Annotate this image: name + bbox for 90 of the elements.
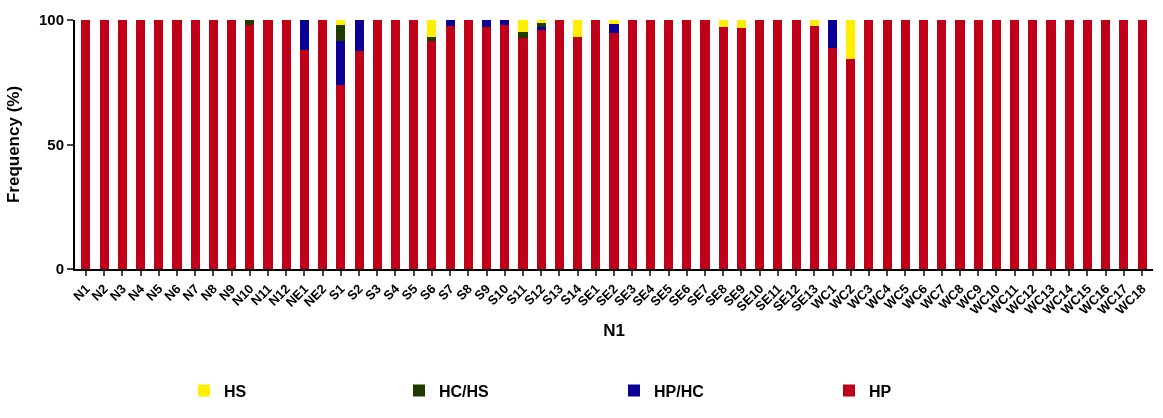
bar <box>117 20 127 269</box>
bar <box>1028 20 1038 269</box>
legend-label: HP <box>869 382 892 400</box>
bar <box>882 20 892 269</box>
bar <box>409 20 419 269</box>
bar <box>609 33 619 269</box>
legend-label: HP/HC <box>654 382 705 400</box>
bar <box>354 51 364 269</box>
bar <box>1137 20 1147 269</box>
bar <box>736 20 747 29</box>
bar <box>809 20 819 27</box>
bar <box>536 30 546 269</box>
bar <box>1101 20 1111 269</box>
bar <box>299 20 309 50</box>
bar <box>573 20 583 38</box>
bar <box>609 24 619 34</box>
bar <box>664 20 674 269</box>
bar <box>682 20 692 269</box>
bar <box>554 20 564 269</box>
bar <box>627 20 637 269</box>
bar <box>81 20 91 269</box>
y-axis-title: Frequency (%) <box>4 85 24 204</box>
bar <box>736 28 747 269</box>
bar <box>263 20 273 269</box>
bar <box>955 20 965 269</box>
bar <box>208 20 218 269</box>
bar <box>281 20 291 269</box>
bar <box>518 38 528 269</box>
bar <box>827 47 838 269</box>
bar <box>846 58 856 269</box>
x-tick-label: N7 <box>179 281 202 304</box>
bar <box>1010 20 1020 269</box>
legend-label: HS <box>224 382 247 400</box>
bar <box>791 20 801 269</box>
bar <box>154 20 164 269</box>
bar <box>718 26 728 269</box>
bar <box>827 20 838 48</box>
bar <box>846 20 856 59</box>
bar <box>518 20 528 33</box>
bar <box>518 32 528 39</box>
bar <box>336 25 346 42</box>
bar <box>755 20 765 269</box>
bar <box>481 26 492 269</box>
bar <box>591 20 601 269</box>
bar <box>937 20 947 269</box>
x-axis-title: N1 <box>603 321 625 341</box>
bar <box>991 20 1001 269</box>
bar <box>1064 20 1074 269</box>
bar <box>1046 20 1056 269</box>
bar <box>445 20 455 26</box>
bar <box>245 25 255 269</box>
bar <box>809 26 819 269</box>
bar <box>372 20 382 269</box>
bar <box>172 20 182 269</box>
bar <box>645 20 655 269</box>
bar <box>427 20 437 38</box>
bar <box>445 25 455 269</box>
y-tick-label: 0 <box>55 260 64 278</box>
y-tick-label: 100 <box>38 11 64 29</box>
bar <box>463 20 473 269</box>
bar <box>427 37 437 41</box>
bar <box>919 20 929 269</box>
bar <box>336 84 346 269</box>
bar <box>99 20 109 269</box>
bar <box>864 20 874 269</box>
legend-label: HC/HS <box>439 382 490 400</box>
bar <box>245 20 255 26</box>
bar <box>973 20 983 269</box>
bar <box>354 20 364 52</box>
bar <box>336 20 346 26</box>
bar <box>299 49 309 269</box>
bar <box>227 20 237 269</box>
bar <box>190 20 200 269</box>
bar <box>390 20 401 269</box>
bar <box>718 20 728 27</box>
bar <box>773 20 783 269</box>
bar <box>481 20 492 27</box>
bar <box>136 20 146 269</box>
bar <box>573 37 583 269</box>
bar <box>1082 20 1092 269</box>
bar <box>318 20 328 269</box>
bar <box>700 20 710 269</box>
bar <box>427 40 437 269</box>
bar <box>500 25 510 269</box>
bar <box>900 20 910 269</box>
bar <box>500 20 510 26</box>
bar <box>336 41 346 85</box>
y-tick-label: 50 <box>47 135 64 153</box>
bar <box>1119 20 1129 269</box>
bar <box>609 20 619 25</box>
